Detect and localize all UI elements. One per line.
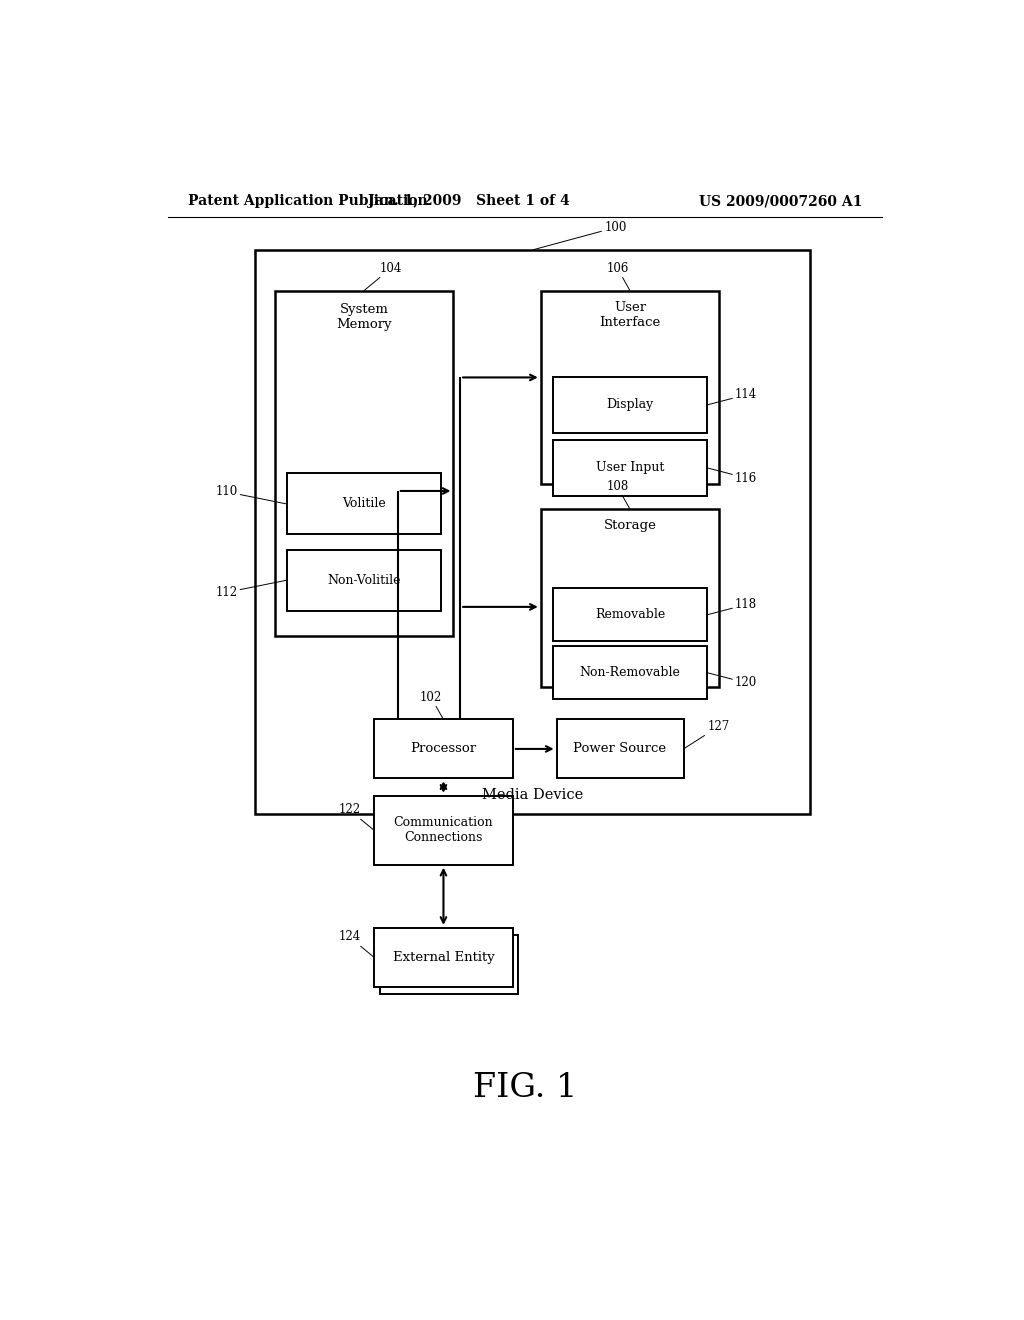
Text: User
Interface: User Interface xyxy=(599,301,660,329)
Text: Processor: Processor xyxy=(411,742,476,755)
Text: Power Source: Power Source xyxy=(573,742,667,755)
Bar xyxy=(274,290,454,636)
Text: Patent Application Publication: Patent Application Publication xyxy=(187,194,427,209)
Bar xyxy=(287,549,441,611)
Bar xyxy=(541,290,719,483)
Bar xyxy=(553,589,708,642)
Text: 122: 122 xyxy=(338,804,374,830)
Text: 124: 124 xyxy=(338,931,374,957)
Text: 112: 112 xyxy=(215,581,287,599)
Text: 104: 104 xyxy=(365,261,402,290)
Text: Volitile: Volitile xyxy=(342,498,386,511)
Text: Jan. 1, 2009   Sheet 1 of 4: Jan. 1, 2009 Sheet 1 of 4 xyxy=(369,194,570,209)
Text: 118: 118 xyxy=(708,598,757,615)
Text: Display: Display xyxy=(606,399,653,412)
Bar xyxy=(255,249,811,814)
Bar xyxy=(541,510,719,686)
Text: Non-Removable: Non-Removable xyxy=(580,667,680,680)
Text: External Entity: External Entity xyxy=(392,950,495,964)
Bar xyxy=(287,474,441,535)
Bar xyxy=(374,928,513,987)
Text: Removable: Removable xyxy=(595,609,665,622)
Bar xyxy=(553,378,708,433)
Text: 120: 120 xyxy=(708,673,758,689)
Text: 110: 110 xyxy=(215,486,287,504)
Text: Media Device: Media Device xyxy=(482,788,584,801)
Text: FIG. 1: FIG. 1 xyxy=(473,1072,577,1105)
Text: Non-Volitile: Non-Volitile xyxy=(328,574,400,586)
Bar xyxy=(374,796,513,865)
Bar xyxy=(553,647,708,700)
Bar xyxy=(557,719,684,779)
Text: 114: 114 xyxy=(708,388,758,405)
Text: Communication
Connections: Communication Connections xyxy=(393,816,494,845)
Text: 100: 100 xyxy=(532,220,627,249)
Text: 116: 116 xyxy=(708,467,758,484)
Text: System
Memory: System Memory xyxy=(336,302,392,331)
Text: 106: 106 xyxy=(606,261,630,290)
Text: 102: 102 xyxy=(420,690,443,719)
Bar xyxy=(380,935,518,994)
Text: 127: 127 xyxy=(684,721,729,748)
Text: Storage: Storage xyxy=(603,519,656,532)
Text: 108: 108 xyxy=(606,480,630,510)
Text: User Input: User Input xyxy=(596,462,665,474)
Bar xyxy=(374,719,513,779)
Text: US 2009/0007260 A1: US 2009/0007260 A1 xyxy=(698,194,862,209)
Bar xyxy=(553,440,708,496)
